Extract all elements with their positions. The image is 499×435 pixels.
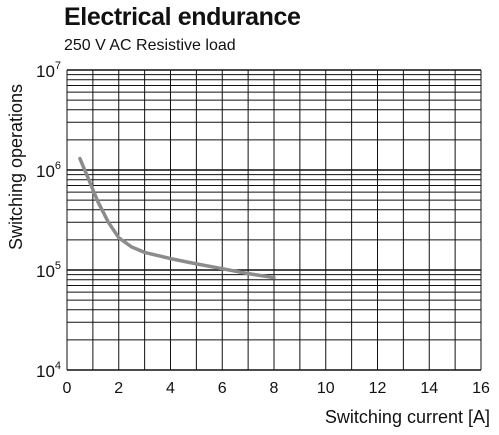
y-tick-label: 106 (36, 160, 61, 181)
x-tick-label: 16 (472, 380, 490, 397)
y-axis-label: Switching operations (6, 84, 26, 250)
grid (66, 69, 482, 371)
y-tick-label: 104 (36, 360, 61, 381)
x-tick-label: 2 (114, 380, 123, 397)
x-tick-label: 12 (369, 380, 387, 397)
y-tick-label: 105 (36, 260, 61, 281)
y-tick-label: 107 (36, 60, 61, 81)
x-tick-label: 0 (63, 380, 72, 397)
chart-subtitle: 250 V AC Resistive load (64, 37, 236, 54)
x-tick-label: 4 (166, 380, 175, 397)
x-tick-label: 10 (317, 380, 335, 397)
series-layer (78, 156, 276, 280)
series-line (78, 156, 276, 280)
tick-labels: 0 2 4 6 8 10 12 14 16 104 105 106 107 (36, 60, 490, 397)
x-tick-label: 14 (420, 380, 438, 397)
x-tick-label: 6 (218, 380, 227, 397)
x-tick-label: 8 (270, 380, 279, 397)
chart-title: Electrical endurance (64, 3, 301, 31)
x-axis-label: Switching current [A] (325, 407, 490, 427)
